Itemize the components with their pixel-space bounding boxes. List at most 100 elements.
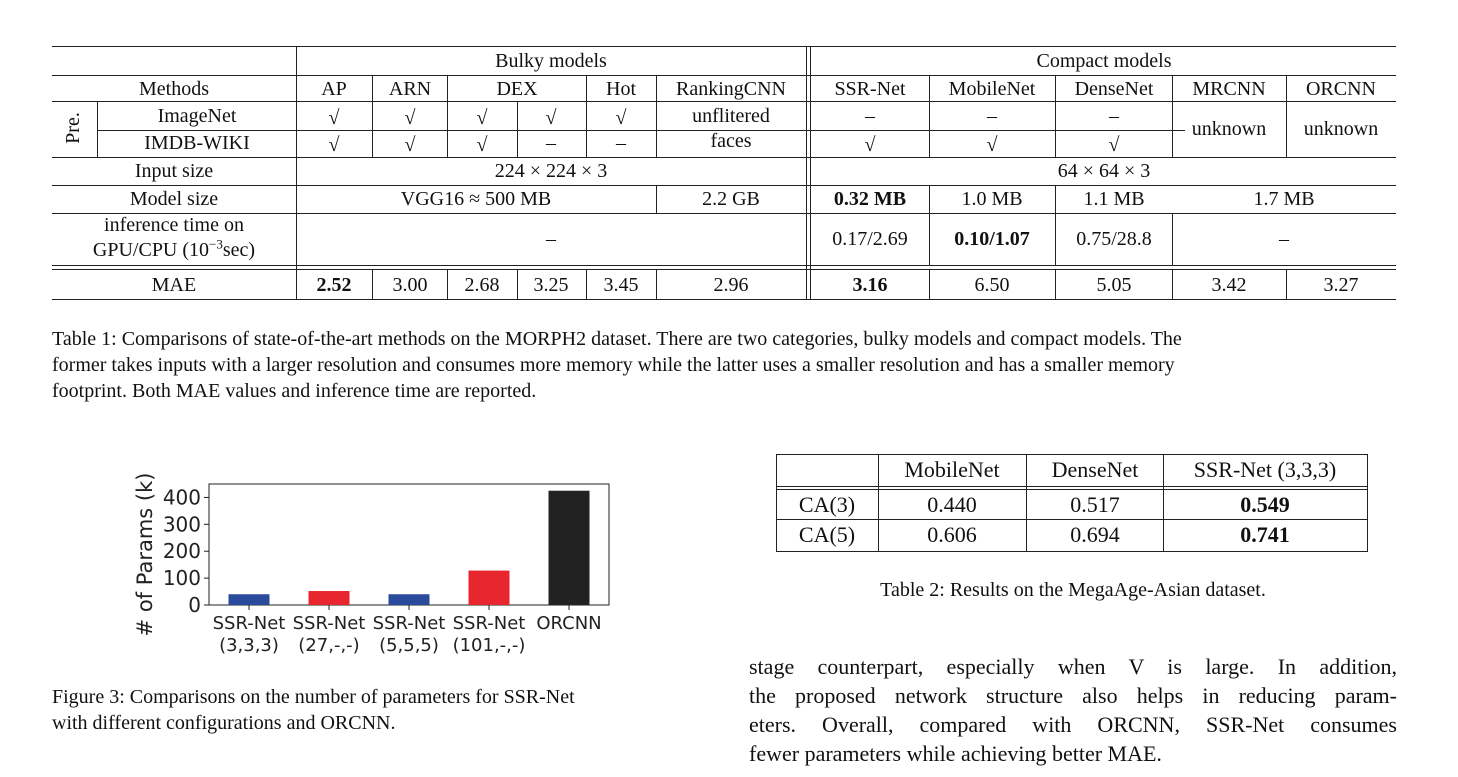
- table2-header-densenet: DenseNet: [1051, 457, 1139, 482]
- table2-caption: Table 2: Results on the MegaAge-Asian da…: [880, 579, 1266, 601]
- input-size-label: Input size: [134, 160, 214, 182]
- table2-header-ssrnet: SSR-Net (3,3,3): [1193, 457, 1337, 482]
- model-size-mobilenet: 1.0 MB: [961, 188, 1023, 210]
- check-mark: √: [328, 134, 340, 156]
- x-tick-label: (27,-,-): [298, 635, 359, 656]
- bar: [308, 591, 350, 605]
- y-tick-label: 300: [163, 512, 201, 536]
- check-mark: √: [615, 107, 627, 129]
- inference-densenet: 0.75/28.8: [1076, 228, 1152, 250]
- mae-hot: 3.45: [603, 274, 639, 296]
- bar: [468, 570, 510, 605]
- inference-mobilenet: 0.10/1.07: [954, 228, 1030, 250]
- dash: –: [1109, 105, 1119, 127]
- body-line: the proposed network structure also help…: [749, 683, 1397, 708]
- mae-ap: 2.52: [316, 274, 352, 296]
- input-size-bulky: 224 × 224 × 3: [494, 160, 608, 182]
- x-tick-label: SSR-Net: [213, 613, 286, 634]
- input-size-compact: 64 × 64 × 3: [1057, 160, 1151, 182]
- body-paragraph: stage counterpart, especially when V is …: [749, 652, 1397, 768]
- check-mark: √: [1108, 134, 1120, 156]
- faces-label: faces: [710, 130, 752, 152]
- model-size-orcnn: 1.7 MB: [1253, 188, 1315, 210]
- mae-orcnn: 3.27: [1323, 274, 1359, 296]
- methods-header: Methods: [139, 78, 209, 100]
- y-axis-label: # of Params (k): [133, 473, 157, 637]
- y-tick-label: 400: [163, 485, 201, 509]
- bar: [388, 594, 430, 605]
- column-header-mrcnn: MRCNN: [1192, 78, 1266, 100]
- check-mark: √: [545, 107, 557, 129]
- mae-mrcnn: 3.42: [1211, 274, 1247, 296]
- imdb-wiki-label: IMDB-WIKI: [144, 132, 250, 154]
- column-header-rankingcnn: RankingCNN: [676, 78, 786, 100]
- table2-cell: 0.694: [1070, 522, 1120, 547]
- dash: –: [987, 105, 997, 127]
- unflitered-label: unflitered: [692, 105, 770, 127]
- table2-cell: 0.606: [927, 522, 977, 547]
- column-header-ssrnet: SSR-Net: [834, 78, 906, 100]
- x-tick-label: SSR-Net: [453, 613, 526, 634]
- mae-label: MAE: [151, 274, 197, 296]
- orcnn-pretrain-unknown: unknown: [1303, 118, 1379, 140]
- model-size-densenet: 1.1 MB: [1083, 188, 1145, 210]
- model-size-ssrnet: 0.32 MB: [833, 188, 907, 210]
- inference-mrcnn-orcnn-dash: –: [1279, 228, 1289, 250]
- x-tick-label: SSR-Net: [293, 613, 366, 634]
- column-header-densenet: DenseNet: [1074, 78, 1154, 100]
- compact-models-header: Compact models: [1036, 50, 1172, 72]
- table2-cell: 0.517: [1070, 492, 1120, 517]
- mae-mobilenet: 6.50: [974, 274, 1010, 296]
- caption-line: with different configurations and ORCNN.: [52, 712, 396, 734]
- dash: –: [616, 132, 626, 154]
- check-mark: √: [864, 134, 876, 156]
- bar: [548, 490, 590, 605]
- y-tick-label: 200: [163, 539, 201, 563]
- x-tick-label: (5,5,5): [379, 635, 439, 656]
- check-mark: √: [328, 107, 340, 129]
- dash: –: [865, 105, 875, 127]
- inference-label-line2: GPU/CPU (10−3sec): [92, 236, 256, 261]
- x-tick-label: ORCNN: [536, 613, 601, 634]
- x-tick-label: (3,3,3): [219, 635, 279, 656]
- x-tick-label: SSR-Net: [373, 613, 446, 634]
- table1-caption: Table 1: Comparisons of state-of-the-art…: [52, 326, 1402, 404]
- check-mark: √: [404, 107, 416, 129]
- imagenet-label: ImageNet: [157, 105, 237, 127]
- model-size-rankingcnn: 2.2 GB: [702, 188, 760, 210]
- table2-cell: 0.440: [927, 492, 977, 517]
- model-size-vgg: VGG16 ≈ 500 MB: [400, 188, 552, 210]
- check-mark: √: [476, 134, 488, 156]
- column-header-hot: Hot: [606, 78, 636, 100]
- mrcnn-pretrain-unknown: unknown: [1191, 118, 1267, 140]
- table2-row-label-ca3: CA(3): [798, 492, 856, 517]
- y-tick-label: 100: [163, 566, 201, 590]
- check-mark: √: [986, 134, 998, 156]
- column-header-ap: AP: [321, 78, 347, 100]
- y-tick-label: 0: [188, 593, 201, 617]
- table2-cell: 0.549: [1240, 492, 1290, 517]
- table2-row-label-ca5: CA(5): [798, 522, 856, 547]
- bar: [228, 594, 270, 605]
- pre-label: Pre.: [61, 112, 84, 144]
- mae-arn: 3.00: [392, 274, 428, 296]
- inference-label-line1: inference time on: [104, 214, 244, 236]
- check-mark: √: [404, 134, 416, 156]
- body-line: fewer parameters while achieving better …: [749, 741, 1162, 766]
- caption-line: Table 1: Comparisons of state-of-the-art…: [52, 328, 1182, 350]
- caption-line: footprint. Both MAE values and inference…: [52, 380, 537, 402]
- body-line: stage counterpart, especially when V is …: [749, 654, 1397, 679]
- column-header-orcnn: ORCNN: [1305, 78, 1377, 100]
- bulky-models-header: Bulky models: [495, 50, 607, 72]
- inference-bulky-dash: –: [546, 228, 556, 250]
- mae-densenet: 5.05: [1096, 274, 1132, 296]
- check-mark: √: [476, 107, 488, 129]
- body-line: eters. Overall, compared with ORCNN, SSR…: [749, 712, 1397, 737]
- caption-line: Figure 3: Comparisons on the number of p…: [52, 686, 575, 708]
- dash: –: [546, 132, 556, 154]
- mae-rankingcnn: 2.96: [713, 274, 749, 296]
- caption-line: former takes inputs with a larger resolu…: [52, 354, 1175, 376]
- column-header-mobilenet: MobileNet: [948, 78, 1036, 100]
- table1: Bulky models Compact models Methods AP A…: [0, 0, 1458, 310]
